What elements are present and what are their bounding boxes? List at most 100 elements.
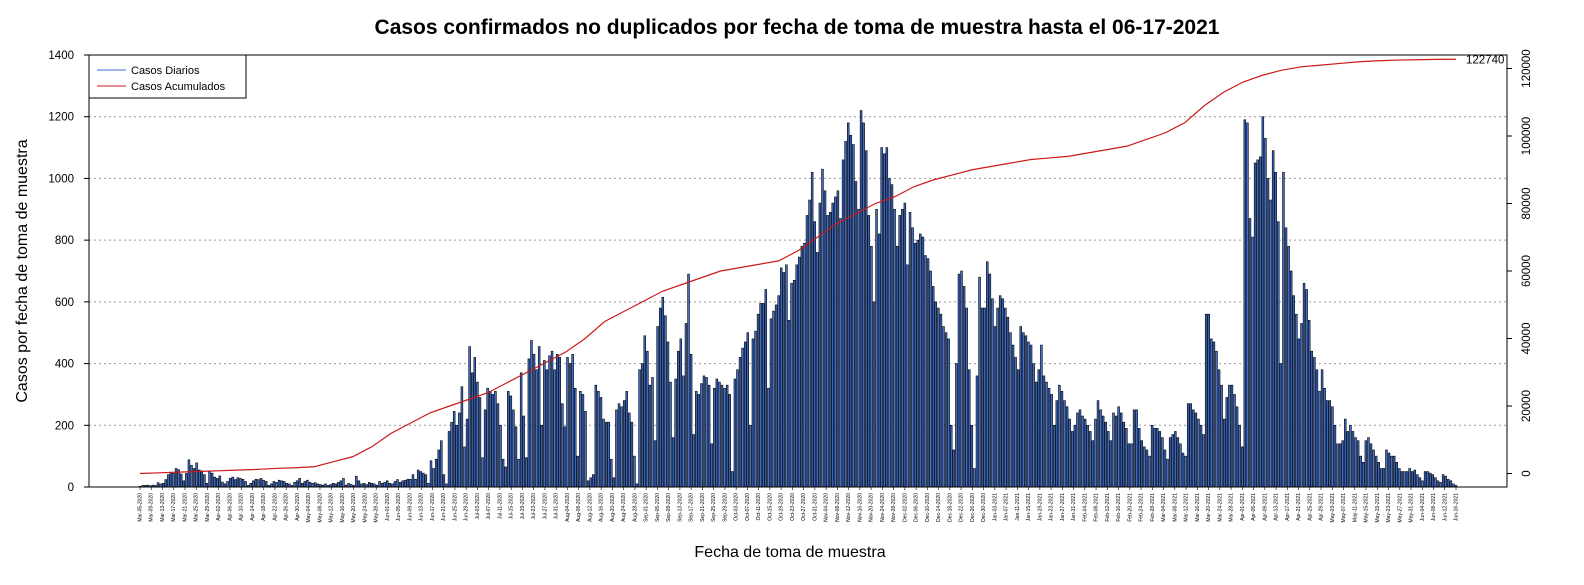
bar: [1447, 478, 1450, 488]
bar: [823, 190, 827, 488]
bar: [558, 357, 561, 488]
bar: [507, 391, 510, 488]
chart-title: Casos confirmados no duplicados por fech…: [375, 16, 1220, 39]
bar: [931, 286, 935, 488]
bar: [798, 256, 801, 488]
x-tick-label: Jun-09-2020: [407, 493, 413, 521]
bar: [1073, 424, 1077, 488]
bar: [828, 212, 832, 488]
bar: [718, 381, 721, 488]
bar: [1063, 400, 1066, 488]
bar: [1439, 482, 1442, 488]
bar: [339, 480, 343, 488]
bar: [1320, 369, 1324, 488]
bar: [666, 341, 670, 488]
bar: [741, 347, 744, 488]
bar: [782, 272, 786, 488]
bar: [574, 387, 577, 488]
bar: [1233, 394, 1236, 488]
bar: [337, 482, 340, 488]
x-tick-label: May-08-2020: [317, 493, 323, 523]
bar: [1405, 471, 1409, 488]
bar: [293, 482, 296, 488]
bar: [450, 421, 453, 488]
x-tick-label: Sep-09-2020: [666, 493, 672, 522]
bar: [195, 462, 198, 488]
x-tick-label: Oct-07-2020: [745, 493, 751, 521]
bar: [1338, 443, 1342, 488]
bar: [965, 307, 968, 488]
bar: [1130, 443, 1133, 488]
bar: [156, 482, 160, 488]
bar: [1107, 431, 1110, 488]
bar: [236, 477, 240, 488]
bar: [393, 481, 397, 488]
bar: [1094, 418, 1097, 488]
bar: [1045, 381, 1048, 488]
bar: [259, 478, 263, 488]
bar: [494, 391, 497, 488]
bar: [535, 369, 538, 488]
bar: [501, 458, 505, 488]
bar: [404, 479, 407, 488]
y-tick-label: 1000: [48, 173, 74, 185]
x-tick-label: Aug-12-2020: [587, 493, 593, 522]
bar: [916, 239, 919, 488]
bar: [980, 307, 984, 488]
x-tick-label: Jul-03-2020: [475, 493, 481, 520]
x-tick-label: May-20-2020: [351, 493, 357, 523]
bar: [651, 377, 654, 488]
bar: [1071, 431, 1074, 488]
bar: [504, 466, 507, 488]
bar: [993, 326, 997, 488]
bar: [514, 426, 518, 488]
bar: [1241, 446, 1244, 488]
bar: [1127, 443, 1131, 488]
bar: [1421, 480, 1424, 488]
bar: [1125, 428, 1128, 488]
bar: [440, 440, 443, 488]
bar: [705, 377, 708, 488]
bar: [1210, 338, 1213, 488]
bar: [483, 409, 487, 488]
bar: [434, 458, 438, 488]
bar: [1194, 412, 1198, 488]
bar: [1310, 350, 1313, 488]
bar: [1176, 437, 1180, 488]
bar: [911, 227, 914, 488]
bar: [295, 480, 299, 488]
bar: [648, 384, 652, 488]
x-tick-label: Apr-09-2021: [1262, 493, 1268, 521]
bar: [1119, 412, 1123, 488]
bar: [908, 212, 912, 488]
x-tick-label: Jan-31-2021: [1071, 493, 1077, 521]
bar: [489, 391, 492, 488]
bar: [1261, 116, 1265, 488]
bar: [179, 473, 183, 488]
bar: [1284, 227, 1288, 488]
bar: [164, 479, 167, 488]
bar: [1300, 323, 1303, 488]
bar: [1243, 119, 1247, 488]
x-tick-label: Feb-08-2021: [1094, 493, 1100, 522]
x-tick-label: May-15-2021: [1364, 493, 1370, 523]
x-tick-label: Sep-05-2020: [655, 493, 661, 522]
bar: [213, 476, 216, 488]
bar: [228, 478, 232, 488]
bar: [937, 307, 940, 488]
bar: [396, 479, 399, 488]
bar: [1161, 437, 1164, 488]
bar: [653, 440, 657, 488]
bar: [357, 480, 361, 488]
bar: [821, 168, 824, 488]
bar: [331, 482, 335, 488]
bar: [846, 122, 850, 488]
bar: [200, 470, 204, 488]
bar: [780, 267, 783, 488]
bar: [1076, 412, 1079, 488]
bar: [1140, 440, 1144, 488]
bar: [1050, 394, 1053, 488]
bar: [1418, 477, 1422, 488]
bar: [313, 482, 317, 488]
legend: Casos Diarios Casos Acumulados: [88, 54, 247, 99]
